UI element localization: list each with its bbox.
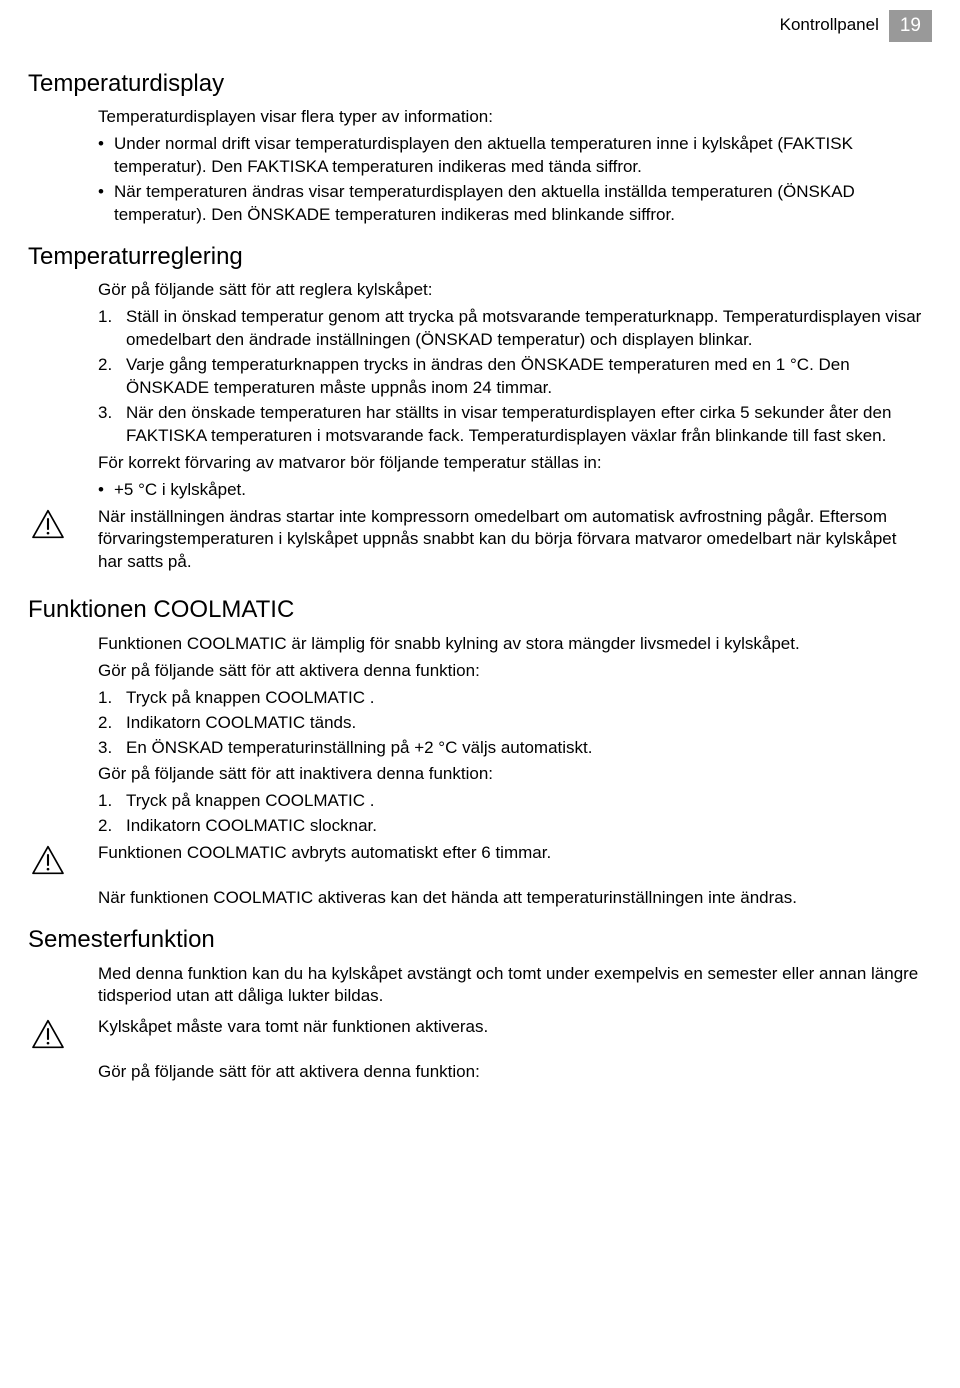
semester-activate: Gör på följande sätt för att aktivera de… (28, 1061, 932, 1084)
coolmatic-intro: Funktionen COOLMATIC är lämplig för snab… (98, 633, 924, 656)
coolmatic-activate-step: Indikatorn COOLMATIC tänds. (98, 712, 924, 735)
section-title-coolmatic: Funktionen COOLMATIC (28, 594, 932, 626)
storage-intro: För korrekt förvaring av matvaror bör fö… (98, 452, 924, 475)
storage-bullets: +5 °C i kylskåpet. (98, 479, 924, 502)
coolmatic-warning-text-2: När funktionen COOLMATIC aktiveras kan d… (98, 887, 924, 910)
tempdisplay-intro: Temperaturdisplayen visar flera typer av… (98, 106, 924, 129)
tempreg-warning-text: När inställningen ändras startar inte ko… (98, 506, 924, 575)
warning-block: Kylskåpet måste vara tomt när funktionen… (28, 1016, 932, 1039)
section-title-temperaturdisplay: Temperaturdisplay (28, 68, 932, 100)
coolmatic-activate-intro: Gör på följande sätt för att aktivera de… (98, 660, 924, 683)
tempreg-intro: Gör på följande sätt för att reglera kyl… (98, 279, 924, 302)
tempreg-step: Varje gång temperaturknappen trycks in ä… (98, 354, 924, 400)
page-content: Kontrollpanel 19 Temperaturdisplay Tempe… (0, 0, 960, 1128)
semester-intro: Med denna funktion kan du ha kylskåpet a… (98, 963, 924, 1009)
warning-icon (28, 1019, 68, 1049)
tempdisplay-bullet: När temperaturen ändras visar temperatur… (98, 181, 924, 227)
coolmatic-warning-text-1: Funktionen COOLMATIC avbryts automatiskt… (98, 842, 924, 865)
coolmatic-activate-step: En ÖNSKAD temperaturinställning på +2 °C… (98, 737, 924, 760)
coolmatic-activate-steps: Tryck på knappen COOLMATIC . Indikatorn … (98, 687, 924, 760)
section-body-semester: Med denna funktion kan du ha kylskåpet a… (28, 963, 932, 1009)
warning-icon (28, 845, 68, 875)
tempreg-step: Ställ in önskad temperatur genom att try… (98, 306, 924, 352)
coolmatic-deactivate-step: Tryck på knappen COOLMATIC . (98, 790, 924, 813)
coolmatic-deactivate-intro: Gör på följande sätt för att inaktivera … (98, 763, 924, 786)
page-number: 19 (889, 10, 932, 42)
coolmatic-deactivate-step: Indikatorn COOLMATIC slocknar. (98, 815, 924, 838)
tempreg-step: När den önskade temperaturen har ställts… (98, 402, 924, 448)
warning-block: När inställningen ändras startar inte ko… (28, 506, 932, 575)
tempdisplay-bullet: Under normal drift visar temperaturdispl… (98, 133, 924, 179)
section-title-temperaturreglering: Temperaturreglering (28, 241, 932, 273)
section-body-temperaturreglering: Gör på följande sätt för att reglera kyl… (28, 279, 932, 501)
storage-bullet: +5 °C i kylskåpet. (98, 479, 924, 502)
semester-activate-intro: Gör på följande sätt för att aktivera de… (98, 1061, 924, 1084)
warning-block: Funktionen COOLMATIC avbryts automatiskt… (28, 842, 932, 865)
page-header: Kontrollpanel 19 (28, 10, 932, 42)
tempdisplay-bullets: Under normal drift visar temperaturdispl… (98, 133, 924, 227)
tempreg-steps: Ställ in önskad temperatur genom att try… (98, 306, 924, 448)
header-section-title: Kontrollpanel (780, 14, 879, 37)
semester-warning-text: Kylskåpet måste vara tomt när funktionen… (98, 1016, 924, 1039)
coolmatic-activate-step: Tryck på knappen COOLMATIC . (98, 687, 924, 710)
coolmatic-note: När funktionen COOLMATIC aktiveras kan d… (28, 887, 932, 910)
section-title-semester: Semesterfunktion (28, 924, 932, 956)
coolmatic-deactivate-steps: Tryck på knappen COOLMATIC . Indikatorn … (98, 790, 924, 838)
section-body-temperaturdisplay: Temperaturdisplayen visar flera typer av… (28, 106, 932, 227)
warning-icon (28, 509, 68, 539)
section-body-coolmatic: Funktionen COOLMATIC är lämplig för snab… (28, 633, 932, 839)
